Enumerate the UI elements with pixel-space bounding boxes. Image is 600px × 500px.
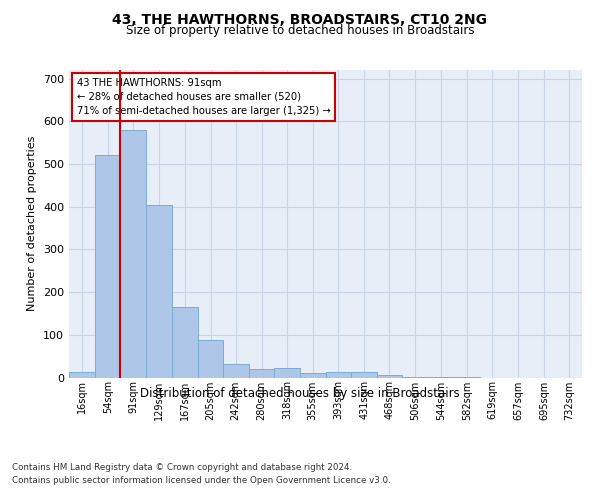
Text: Distribution of detached houses by size in Broadstairs: Distribution of detached houses by size …	[140, 388, 460, 400]
Bar	[95, 156, 121, 378]
Text: 43 THE HAWTHORNS: 91sqm
← 28% of detached houses are smaller (520)
71% of semi-d: 43 THE HAWTHORNS: 91sqm ← 28% of detache…	[77, 78, 331, 116]
Bar	[223, 364, 248, 378]
Text: Contains public sector information licensed under the Open Government Licence v3: Contains public sector information licen…	[12, 476, 391, 485]
Bar	[172, 307, 197, 378]
Bar	[352, 372, 377, 378]
Bar	[403, 376, 428, 378]
Bar	[377, 376, 403, 378]
Bar	[325, 372, 352, 378]
Bar	[274, 368, 301, 378]
Bar	[248, 369, 274, 378]
Bar	[69, 372, 95, 378]
Bar	[299, 373, 325, 378]
Text: 43, THE HAWTHORNS, BROADSTAIRS, CT10 2NG: 43, THE HAWTHORNS, BROADSTAIRS, CT10 2NG	[113, 12, 487, 26]
Text: Contains HM Land Registry data © Crown copyright and database right 2024.: Contains HM Land Registry data © Crown c…	[12, 462, 352, 471]
Bar	[120, 130, 146, 378]
Text: Size of property relative to detached houses in Broadstairs: Size of property relative to detached ho…	[126, 24, 474, 37]
Bar	[146, 204, 172, 378]
Y-axis label: Number of detached properties: Number of detached properties	[28, 136, 37, 312]
Bar	[197, 340, 223, 378]
